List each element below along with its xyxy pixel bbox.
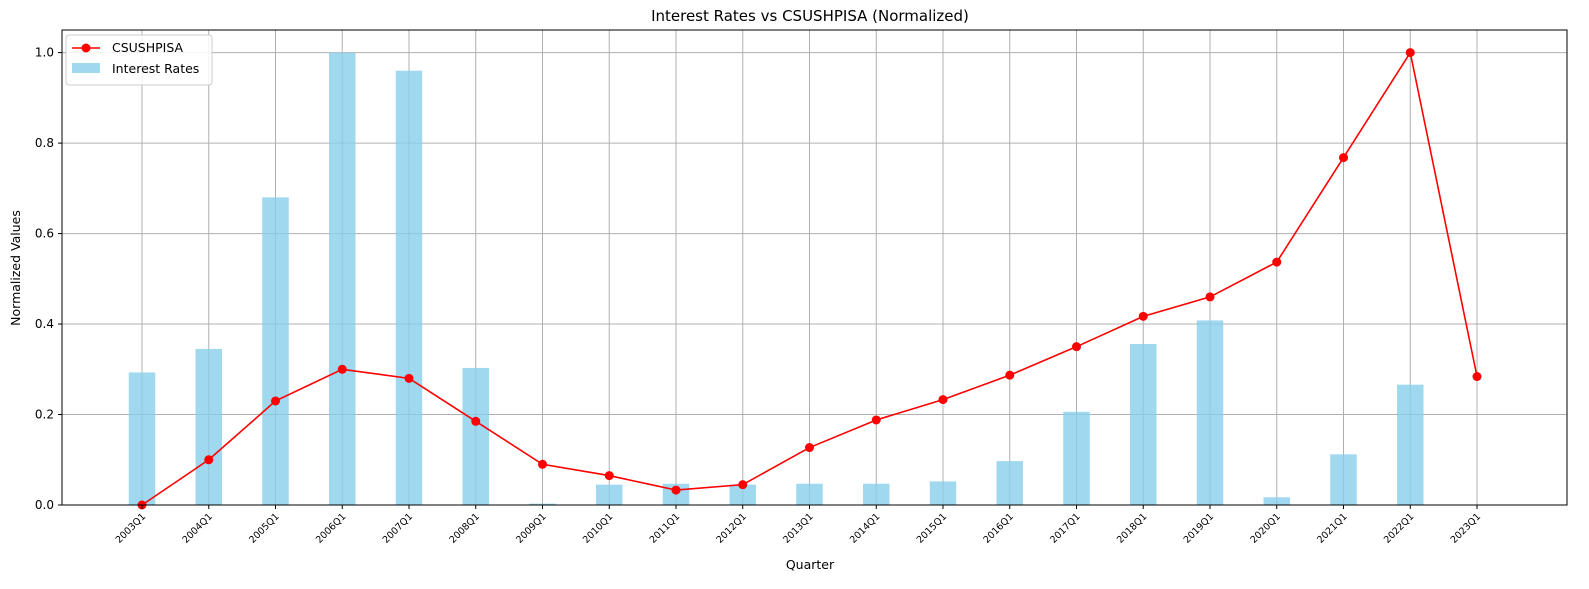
legend: CSUSHPISA Interest Rates bbox=[65, 34, 213, 86]
csushpisa-point bbox=[538, 459, 547, 469]
interest-rate-bar bbox=[1397, 384, 1424, 505]
csushpisa-point bbox=[404, 373, 414, 383]
y-axis-ticks: 0.0 0.2 0.4 0.6 0.8 1.0 bbox=[35, 46, 62, 512]
interest-rate-bar bbox=[329, 52, 356, 505]
legend-box bbox=[65, 34, 213, 86]
interest-rate-bar bbox=[1330, 454, 1357, 505]
interest-rate-bar bbox=[863, 483, 890, 505]
legend-label-interest-rates: Interest Rates bbox=[112, 61, 199, 76]
csushpisa-point bbox=[204, 455, 214, 465]
csushpisa-point bbox=[1205, 292, 1215, 302]
interest-rate-bar bbox=[195, 348, 222, 505]
csushpisa-point bbox=[271, 396, 280, 406]
csushpisa-line bbox=[137, 48, 1482, 510]
y-tick-label: 0.8 bbox=[35, 136, 54, 150]
interest-rate-bar bbox=[395, 70, 423, 505]
legend-bar-swatch bbox=[72, 63, 100, 73]
interest-rate-bar bbox=[796, 483, 823, 505]
csushpisa-point bbox=[671, 485, 681, 495]
y-axis-label: Normalized Values bbox=[8, 210, 23, 326]
csushpisa-point bbox=[738, 480, 748, 490]
interest-rate-bar bbox=[1196, 320, 1224, 505]
csushpisa-point bbox=[1272, 257, 1282, 267]
csushpisa-point bbox=[604, 471, 614, 481]
csushpisa-point bbox=[1072, 342, 1081, 352]
interest-rate-bar bbox=[1063, 411, 1090, 505]
interest-rate-bar bbox=[128, 372, 156, 505]
chart-title: Interest Rates vs CSUSHPISA (Normalized) bbox=[651, 7, 969, 25]
csushpisa-point bbox=[1339, 153, 1348, 163]
interest-rate-bar bbox=[1263, 497, 1290, 505]
csushpisa-point bbox=[1138, 311, 1148, 321]
csushpisa-point bbox=[871, 415, 881, 425]
csushpisa-point bbox=[471, 416, 481, 426]
csushpisa-point bbox=[938, 395, 948, 405]
csushpisa-point bbox=[1472, 372, 1482, 382]
csushpisa-point bbox=[805, 443, 814, 453]
interest-rate-bar bbox=[1130, 343, 1157, 505]
legend-label-csushpisa: CSUSHPISA bbox=[112, 40, 184, 55]
csushpisa-point bbox=[1405, 48, 1415, 58]
y-tick-label: 0.0 bbox=[35, 498, 54, 512]
interest-rate-bar bbox=[729, 484, 756, 505]
interest-rate-bar bbox=[529, 503, 556, 505]
interest-rate-bar bbox=[462, 367, 489, 505]
axes-frame bbox=[61, 29, 1568, 506]
x-axis-label: Quarter bbox=[786, 557, 835, 572]
legend-marker-swatch bbox=[81, 43, 91, 53]
csushpisa-point bbox=[1005, 370, 1015, 380]
y-tick-label: 0.4 bbox=[35, 317, 54, 331]
interest-rate-bar bbox=[596, 484, 623, 505]
interest-rates-bars bbox=[128, 52, 1424, 505]
y-tick-label: 0.2 bbox=[35, 408, 54, 422]
interest-rate-bar bbox=[262, 197, 289, 505]
y-tick-label: 0.6 bbox=[35, 227, 54, 241]
interest-rate-bar bbox=[929, 481, 957, 505]
interest-rate-bar bbox=[996, 461, 1023, 505]
y-tick-label: 1.0 bbox=[35, 46, 54, 60]
csushpisa-point bbox=[337, 364, 347, 374]
